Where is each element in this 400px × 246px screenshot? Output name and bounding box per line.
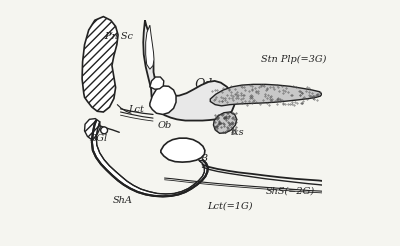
Text: ShA: ShA <box>113 196 133 205</box>
Polygon shape <box>82 16 118 112</box>
Polygon shape <box>150 86 176 114</box>
Polygon shape <box>161 138 205 162</box>
Polygon shape <box>84 119 100 140</box>
Text: Lct: Lct <box>128 105 144 114</box>
Polygon shape <box>146 25 154 69</box>
Text: ShB: ShB <box>189 154 209 163</box>
Polygon shape <box>214 112 237 133</box>
Text: BGl: BGl <box>90 134 108 143</box>
Text: ShS(=2G): ShS(=2G) <box>266 187 315 196</box>
Polygon shape <box>143 20 234 121</box>
Polygon shape <box>92 121 208 196</box>
Text: P̸n Sc: P̸n Sc <box>106 32 134 41</box>
Text: lxs: lxs <box>230 128 244 137</box>
Text: Tri: Tri <box>154 93 168 102</box>
Text: Qd: Qd <box>194 77 212 90</box>
Text: Ob: Ob <box>157 121 172 130</box>
Text: Lct(=1G): Lct(=1G) <box>207 202 253 211</box>
Circle shape <box>101 127 108 134</box>
Text: Stn Plp(=3G): Stn Plp(=3G) <box>261 55 326 64</box>
Polygon shape <box>210 84 322 106</box>
Polygon shape <box>150 77 164 89</box>
